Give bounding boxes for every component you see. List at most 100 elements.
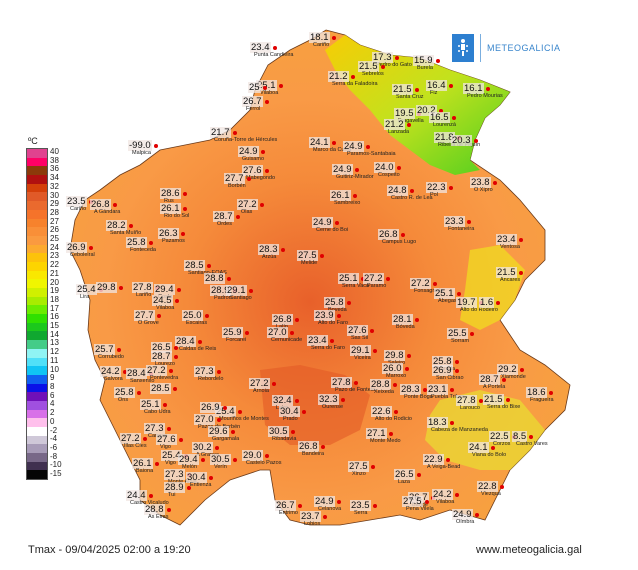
station-marker[interactable]: 27.3 Rebordelo bbox=[194, 366, 223, 382]
station-marker[interactable]: 24.9 Cerne do Boi bbox=[312, 217, 348, 233]
station-marker[interactable]: 27.5 Pena Vilela bbox=[402, 496, 434, 512]
station-marker[interactable]: 21.7 Coruña-Torre de Hércules bbox=[210, 127, 277, 143]
station-marker[interactable]: 27.6 Mabegondo bbox=[242, 165, 275, 181]
station-marker[interactable]: 30.2 A Granxa bbox=[192, 442, 219, 458]
station-marker[interactable]: 23.4 Punta Candieira bbox=[250, 42, 293, 58]
station-marker[interactable]: 28.3 Ponte Boga bbox=[400, 384, 433, 400]
station-marker[interactable]: 30.5 Ribadavia bbox=[268, 426, 296, 442]
station-marker[interactable]: 26.9 Ceboleiral bbox=[66, 242, 95, 258]
station-marker[interactable]: 29.2 Xiamonde bbox=[497, 364, 526, 380]
station-marker[interactable]: 24.0 Cospeito bbox=[374, 162, 401, 178]
station-marker[interactable]: 28.9 Tui bbox=[164, 482, 191, 498]
station-marker[interactable]: 30.4 Prado bbox=[279, 406, 306, 422]
station-marker[interactable]: 27.5 Xinzo bbox=[348, 461, 375, 477]
station-marker[interactable]: 18.3 Cabeza de Manzaneda bbox=[427, 417, 488, 433]
station-marker[interactable]: 28.8 Xeixeda bbox=[370, 379, 397, 395]
station-marker[interactable]: 25.1 Serra Vaca bbox=[338, 273, 369, 289]
station-marker[interactable]: 8.5 Castro Vares bbox=[512, 431, 548, 447]
station-marker[interactable]: 27.7 O Grove bbox=[134, 310, 161, 326]
station-marker[interactable]: 22.3 Pol bbox=[426, 182, 453, 198]
station-marker[interactable]: 24.1 Viana do Bolo bbox=[468, 442, 506, 458]
station-marker[interactable]: 26.8 Bandeira bbox=[298, 441, 325, 457]
station-marker[interactable]: 23.4 Serra do Faro bbox=[307, 335, 345, 351]
station-marker[interactable]: 27.6 Vigo bbox=[156, 434, 183, 450]
station-marker[interactable]: 18.1 Cariño bbox=[309, 32, 336, 48]
station-marker[interactable]: 21.5 Serra do Bixe bbox=[483, 394, 520, 410]
station-marker[interactable]: 21.5 Sebrelos bbox=[358, 61, 385, 77]
station-marker[interactable]: 26.5 Laza bbox=[394, 469, 421, 485]
station-marker[interactable]: 28.8 bbox=[204, 273, 231, 284]
station-marker[interactable]: 21.2 Serra da Faladoira bbox=[328, 71, 378, 87]
station-marker[interactable]: 28.4 Caldas de Reis bbox=[175, 336, 216, 352]
station-marker[interactable]: 21.5 Santa Cruz bbox=[392, 84, 424, 100]
station-marker[interactable]: 27.2 Paramo bbox=[363, 273, 390, 289]
station-marker[interactable]: 28.8 As Eiras bbox=[144, 504, 171, 520]
station-marker[interactable]: 28.7 A Portela bbox=[479, 374, 506, 390]
station-marker[interactable]: 23.4 Ventosa bbox=[496, 234, 523, 250]
station-marker[interactable]: 29.8 bbox=[96, 282, 123, 293]
station-marker[interactable]: 24.2 Salvora bbox=[100, 366, 127, 382]
station-marker[interactable]: 28.2 Santa Muíño bbox=[106, 220, 141, 236]
station-marker[interactable]: 26.1 Sambreixo bbox=[330, 190, 360, 206]
station-marker[interactable]: 24.8 Castro R. de Lea bbox=[387, 185, 433, 201]
station-marker[interactable]: 23.1 Puebla Tribes bbox=[427, 384, 465, 400]
meteogalicia-logo[interactable]: METEOGALICIA bbox=[452, 34, 561, 62]
station-marker[interactable]: 16.1 Pedro Mourias bbox=[463, 83, 503, 99]
station-marker[interactable]: 25.4 Mouriños de Montes bbox=[215, 406, 269, 422]
station-marker[interactable]: 27.1 Monte Medo bbox=[366, 428, 401, 444]
station-marker[interactable]: 27.6 Sas Sil bbox=[347, 325, 374, 341]
station-marker[interactable]: 28.1 Bóveda bbox=[392, 314, 419, 330]
station-marker[interactable]: 29.1 Viceira bbox=[350, 345, 377, 361]
station-marker[interactable]: 29.6 Gargamala bbox=[208, 426, 239, 442]
station-marker[interactable]: 18.6 Fragueira bbox=[526, 387, 554, 403]
station-marker[interactable]: 29.4 Melón bbox=[178, 454, 205, 470]
station-marker[interactable]: 26.9 bbox=[200, 402, 227, 413]
station-marker[interactable]: 27.2 Illas Cíes bbox=[120, 433, 147, 449]
station-marker[interactable]: 24.4 Castro Vicaludo bbox=[126, 490, 169, 506]
station-marker[interactable]: 24.2 Vilaboa bbox=[432, 489, 459, 505]
station-marker[interactable]: 26.1 Rio do Sol bbox=[160, 203, 189, 219]
station-marker[interactable]: 25.8 Boveda bbox=[324, 297, 351, 313]
station-marker[interactable]: 28.7 Ordes bbox=[213, 211, 240, 227]
station-marker[interactable]: 16.4 Fiz bbox=[426, 80, 453, 96]
station-marker[interactable]: 23.7 Lobios bbox=[300, 511, 327, 527]
station-marker[interactable]: 27.7 Borbén bbox=[224, 173, 251, 189]
station-marker[interactable]: 27.2 Olas bbox=[237, 199, 264, 215]
station-marker[interactable]: 25.0 Escairas bbox=[182, 310, 209, 326]
website-link[interactable]: www.meteogalicia.gal bbox=[476, 544, 582, 556]
station-marker[interactable]: 25.1 Cabo Udra bbox=[140, 399, 171, 415]
station-marker[interactable]: 25.5 Sorram bbox=[447, 328, 474, 344]
station-marker[interactable]: 26.5 bbox=[151, 342, 178, 353]
station-marker[interactable]: 26.3 Pazamos bbox=[158, 228, 185, 244]
station-marker[interactable]: 23.8 O Xipro bbox=[470, 177, 497, 193]
station-marker[interactable]: 27.2 Pontevedra bbox=[146, 365, 178, 381]
station-marker[interactable]: 25.7 Corrubedo bbox=[94, 344, 124, 360]
station-marker[interactable]: 22.9 A Veiga-Bead bbox=[423, 454, 460, 470]
station-marker[interactable]: 25.1 Abegas bbox=[434, 288, 461, 304]
station-marker[interactable]: 28.3 Arzúa bbox=[258, 244, 285, 260]
station-marker[interactable]: 25 bbox=[248, 82, 267, 93]
station-marker[interactable]: 27.0 Cernunicade bbox=[267, 327, 302, 343]
station-marker[interactable]: 27.5 Melide bbox=[297, 250, 324, 266]
station-marker[interactable]: 29.0 Castelo Pazos bbox=[242, 450, 281, 466]
station-marker[interactable]: 25.9 Forcarei bbox=[222, 327, 249, 343]
station-marker[interactable]: 30.5 Verín bbox=[210, 454, 237, 470]
station-marker[interactable]: 23.5 Cariño bbox=[66, 196, 93, 212]
station-marker[interactable]: 30.4 Entienza bbox=[186, 472, 213, 488]
station-marker[interactable]: 23.5 Serra bbox=[350, 500, 377, 516]
station-marker[interactable]: 24.1 Marco da Curra bbox=[309, 137, 351, 153]
station-marker[interactable]: 24.9 Guitiriz-Mirador bbox=[332, 164, 374, 180]
station-marker[interactable]: 28.7 Lourezo bbox=[151, 351, 178, 367]
station-marker[interactable]: 27.8 Larouco bbox=[456, 395, 483, 411]
station-marker[interactable]: 25.8 Fonteceda bbox=[126, 237, 156, 253]
station-marker[interactable]: 26.7 Entrimo bbox=[275, 500, 302, 516]
station-marker[interactable]: 16.5 Lourenzá bbox=[429, 112, 456, 128]
station-marker[interactable]: 26.8 A Gándara bbox=[90, 199, 120, 215]
station-marker[interactable]: -99.0 Malpica bbox=[128, 140, 158, 156]
station-marker[interactable]: 23.9 Alto do Faro bbox=[314, 310, 348, 326]
station-marker[interactable]: 26.9 San Cibrao bbox=[432, 365, 464, 381]
station-marker[interactable]: 20.2 bbox=[416, 105, 443, 116]
station-marker[interactable]: 1.6 bbox=[479, 297, 501, 308]
station-marker[interactable]: 26.8 Campus Lugo bbox=[378, 229, 416, 245]
station-marker[interactable]: 23.3 Fontaneira bbox=[444, 216, 474, 232]
